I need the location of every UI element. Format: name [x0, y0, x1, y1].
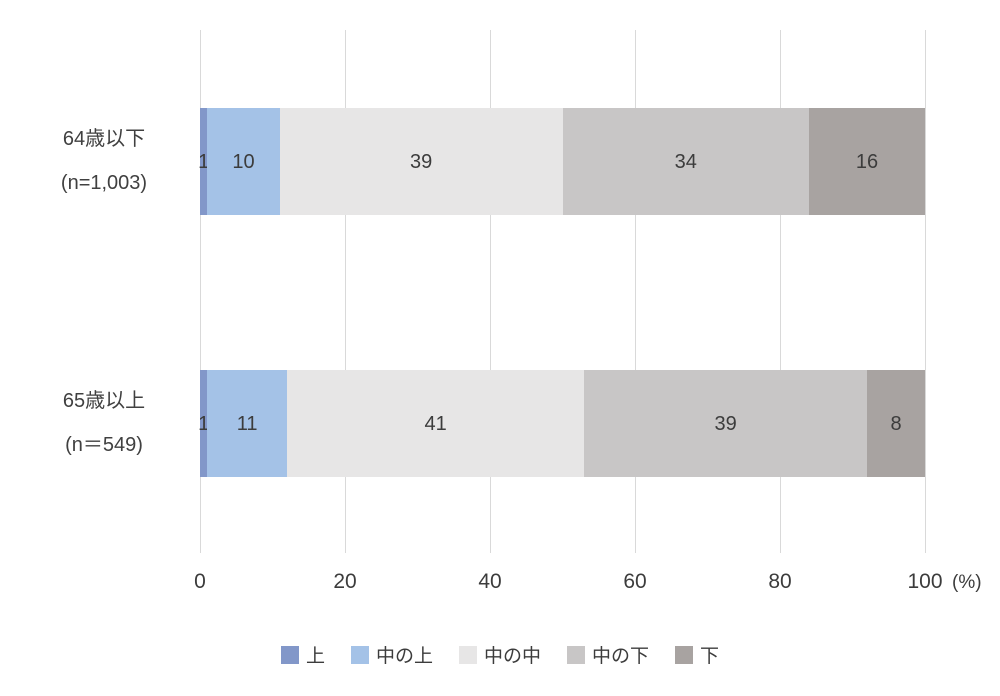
data-label: 34	[674, 150, 697, 173]
bar-segment: 34	[562, 108, 809, 215]
data-label: 41	[424, 412, 447, 435]
data-label: 10	[232, 150, 255, 173]
category-label-0: 64歳以下 (n=1,003)	[18, 117, 190, 205]
data-label: 8	[890, 412, 902, 435]
legend-swatch-icon	[350, 645, 369, 664]
x-tick-label-60: 60	[623, 570, 647, 593]
legend-label: 中の上	[375, 646, 433, 667]
plot-area: 1 10 39 34 16 1 11 41 39 8	[198, 30, 926, 553]
gridline-60	[635, 30, 636, 553]
bar-segment: 39	[279, 108, 563, 215]
category-label-line1: 64歳以下	[62, 128, 146, 150]
x-tick-label-80: 80	[768, 570, 792, 593]
gridline-0	[200, 30, 201, 553]
category-label-line2: (n=1,003)	[60, 172, 148, 194]
data-label: 16	[855, 150, 879, 173]
legend-label: 上	[305, 646, 325, 667]
bar-row-1: 1 11 41 39 8	[198, 370, 925, 477]
x-tick-label-100: 100	[907, 570, 943, 593]
x-tick-label-40: 40	[478, 570, 502, 593]
data-label: 39	[714, 412, 737, 435]
legend-item-中の下: 中の下	[567, 641, 649, 668]
data-label: 11	[236, 412, 258, 435]
legend-label: 下	[700, 646, 720, 667]
x-axis-unit-label: (%)	[952, 572, 982, 593]
bar-segment: 1	[198, 108, 210, 215]
bar-segment: 16	[809, 108, 925, 215]
bar-segment: 39	[584, 370, 867, 477]
category-label-line1: 65歳以上	[62, 390, 146, 412]
legend-item-中の上: 中の上	[350, 641, 433, 668]
data-label: 39	[410, 150, 433, 173]
legend-swatch-icon	[675, 645, 694, 664]
category-label-line2: (n＝549)	[65, 434, 143, 456]
legend-swatch-icon	[458, 645, 477, 664]
legend-item-下: 下	[675, 641, 719, 668]
legend-label: 中の下	[592, 646, 650, 667]
legend-label: 中の中	[483, 646, 541, 667]
legend-swatch-icon	[567, 645, 585, 664]
legend-item-中の中: 中の中	[458, 641, 541, 668]
bar-row-0: 1 10 39 34 16	[198, 108, 925, 215]
legend-item-上: 上	[280, 641, 325, 668]
legend: 上 中の上 中の中 中の下 下	[0, 641, 1000, 668]
bar-segment: 8	[867, 370, 925, 477]
x-tick-label-20: 20	[333, 570, 357, 593]
gridline-100	[925, 30, 926, 553]
legend-swatch-icon	[280, 645, 299, 664]
bar-segment: 41	[287, 370, 585, 477]
data-label: 1	[198, 412, 210, 435]
gridline-80	[780, 30, 781, 553]
category-label-1: 65歳以上 (n＝549)	[18, 379, 190, 467]
data-label: 1	[198, 150, 210, 173]
gridline-20	[345, 30, 346, 553]
gridline-40	[490, 30, 491, 553]
bar-segment: 10	[207, 108, 280, 215]
x-tick-label-0: 0	[194, 570, 206, 593]
bar-segment: 11	[207, 370, 287, 477]
bar-segment: 1	[198, 370, 210, 477]
